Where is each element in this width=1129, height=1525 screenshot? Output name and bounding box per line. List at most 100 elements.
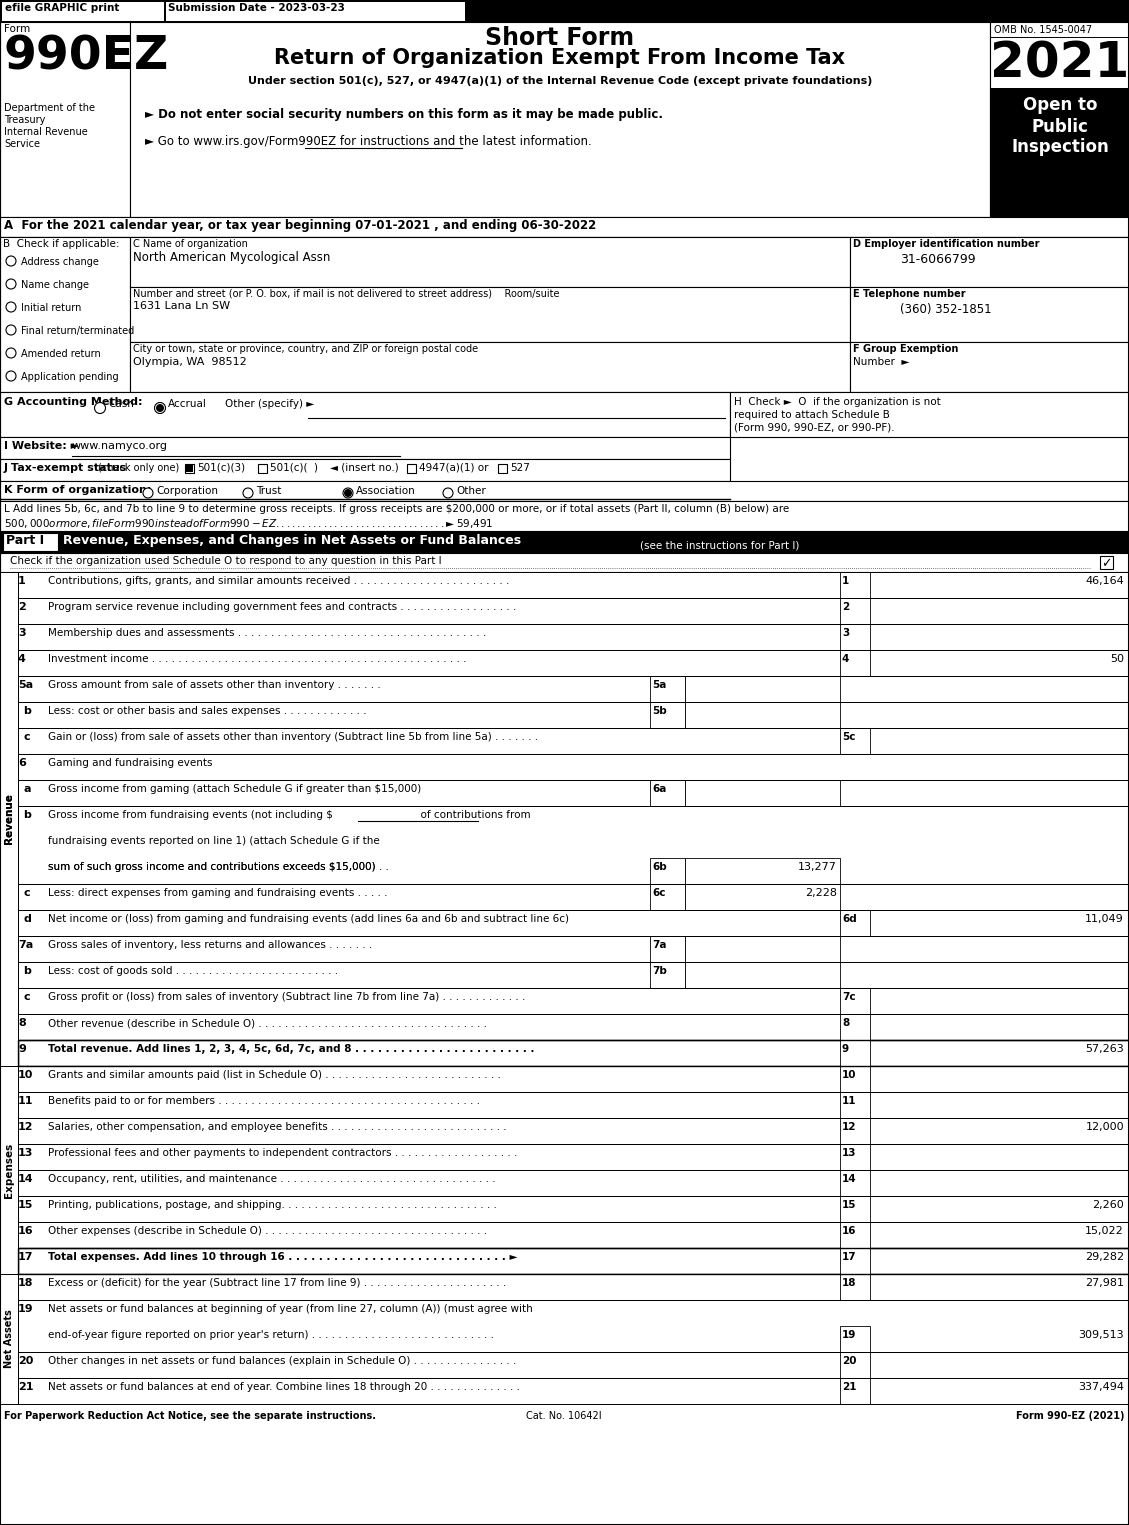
Circle shape (6, 256, 16, 265)
Text: fundraising events reported on line 1) (attach Schedule G if the: fundraising events reported on line 1) (… (49, 836, 379, 846)
Text: 27,981: 27,981 (1085, 1278, 1124, 1289)
Bar (18, 1014, 1129, 1040)
Text: 21: 21 (842, 1382, 857, 1392)
Text: 57,263: 57,263 (1085, 1045, 1124, 1054)
Text: Form 990-EZ (2021): Form 990-EZ (2021) (1016, 1411, 1124, 1421)
Text: (Form 990, 990-EZ, or 990-PF).: (Form 990, 990-EZ, or 990-PF). (734, 422, 894, 433)
Bar (650, 884, 685, 910)
Text: Total revenue. Add lines 1, 2, 3, 4, 5c, 6d, 7c, and 8 . . . . . . . . . . . . .: Total revenue. Add lines 1, 2, 3, 4, 5c,… (49, 1045, 534, 1054)
Bar (0, 392, 730, 438)
Bar (685, 702, 840, 727)
Text: (check only one): (check only one) (98, 464, 180, 473)
Bar (990, 88, 1129, 217)
Text: Excess or (deficit) for the year (Subtract line 17 from line 9) . . . . . . . . : Excess or (deficit) for the year (Subtra… (49, 1278, 506, 1289)
Circle shape (6, 348, 16, 358)
Text: 3: 3 (18, 628, 26, 637)
Bar (18, 676, 1129, 702)
Text: Form: Form (5, 24, 30, 34)
Text: Other expenses (describe in Schedule O) . . . . . . . . . . . . . . . . . . . . : Other expenses (describe in Schedule O) … (49, 1226, 487, 1235)
Bar (840, 807, 1129, 884)
Bar (0, 1273, 18, 1405)
Text: Public: Public (1032, 117, 1088, 136)
Text: 11: 11 (18, 1096, 34, 1106)
Text: (360) 352-1851: (360) 352-1851 (900, 303, 991, 316)
Text: ► Do not enter social security numbers on this form as it may be made public.: ► Do not enter social security numbers o… (145, 108, 663, 120)
Bar (18, 1299, 1129, 1353)
Bar (840, 1273, 870, 1299)
Bar (186, 465, 193, 473)
Text: 15: 15 (842, 1200, 857, 1209)
Text: OMB No. 1545-0047: OMB No. 1545-0047 (994, 24, 1092, 35)
Text: Net assets or fund balances at beginning of year (from line 27, column (A)) (mus: Net assets or fund balances at beginning… (49, 1304, 533, 1315)
Bar (0, 21, 130, 217)
Text: d: d (23, 913, 30, 924)
Bar (130, 342, 850, 392)
Text: E Telephone number: E Telephone number (854, 290, 965, 299)
Bar (850, 342, 1129, 392)
Bar (650, 676, 685, 702)
Bar (0, 502, 1129, 531)
Text: Revenue: Revenue (5, 793, 14, 845)
Text: 50: 50 (1110, 654, 1124, 663)
Text: Check if the organization used Schedule O to respond to any question in this Par: Check if the organization used Schedule … (10, 557, 441, 566)
Text: 6: 6 (18, 758, 26, 769)
Bar (0, 438, 730, 459)
Text: 29,282: 29,282 (1085, 1252, 1124, 1263)
Bar (18, 1353, 1129, 1379)
Text: www.namyco.org: www.namyco.org (72, 441, 168, 451)
Text: 14: 14 (842, 1174, 857, 1183)
Text: 15: 15 (18, 1200, 34, 1209)
Text: 7a: 7a (653, 939, 666, 950)
Bar (18, 1247, 1129, 1273)
Bar (18, 1066, 1129, 1092)
Circle shape (6, 302, 16, 313)
Text: Investment income . . . . . . . . . . . . . . . . . . . . . . . . . . . . . . . : Investment income . . . . . . . . . . . … (49, 654, 466, 663)
Circle shape (443, 488, 453, 499)
Text: 2: 2 (842, 602, 849, 612)
Text: Gain or (loss) from sale of assets other than inventory (Subtract line 5b from l: Gain or (loss) from sale of assets other… (49, 732, 539, 743)
Bar (18, 624, 1129, 650)
Text: North American Mycological Assn: North American Mycological Assn (133, 252, 331, 264)
Circle shape (6, 325, 16, 336)
Bar (18, 1222, 1129, 1247)
Bar (840, 702, 1129, 727)
Bar (18, 598, 1129, 624)
Text: Cash: Cash (108, 400, 134, 409)
Text: Number and street (or P. O. box, if mail is not delivered to street address)    : Number and street (or P. O. box, if mail… (133, 290, 560, 299)
Text: Gross sales of inventory, less returns and allowances . . . . . . .: Gross sales of inventory, less returns a… (49, 939, 373, 950)
Text: 11: 11 (842, 1096, 857, 1106)
Text: Net Assets: Net Assets (5, 1310, 14, 1368)
Bar (406, 464, 415, 473)
Text: Gross profit or (loss) from sales of inventory (Subtract line 7b from line 7a) .: Gross profit or (loss) from sales of inv… (49, 991, 525, 1002)
Bar (840, 572, 870, 598)
Text: Revenue, Expenses, and Changes in Net Assets or Fund Balances: Revenue, Expenses, and Changes in Net As… (63, 534, 522, 547)
Text: Net income or (loss) from gaming and fundraising events (add lines 6a and 6b and: Net income or (loss) from gaming and fun… (49, 913, 569, 924)
Text: Internal Revenue: Internal Revenue (5, 127, 88, 137)
Text: Printing, publications, postage, and shipping. . . . . . . . . . . . . . . . . .: Printing, publications, postage, and shi… (49, 1200, 497, 1209)
Text: Inspection: Inspection (1012, 137, 1109, 156)
Text: 13,277: 13,277 (798, 862, 837, 872)
Bar (840, 936, 1129, 962)
Text: 17: 17 (18, 1252, 34, 1263)
Text: 15,022: 15,022 (1085, 1226, 1124, 1235)
Bar (18, 650, 1129, 676)
Circle shape (143, 488, 154, 499)
Bar (130, 287, 850, 342)
Bar (18, 1299, 1129, 1353)
Bar (18, 1273, 1129, 1299)
Bar (498, 464, 507, 473)
Text: C Name of organization: C Name of organization (133, 239, 248, 249)
Text: Less: cost of goods sold . . . . . . . . . . . . . . . . . . . . . . . . .: Less: cost of goods sold . . . . . . . .… (49, 965, 338, 976)
Bar (18, 962, 1129, 988)
Text: Expenses: Expenses (5, 1142, 14, 1197)
Circle shape (95, 403, 105, 413)
Text: Revenue: Revenue (5, 793, 14, 845)
Bar (18, 1092, 1129, 1118)
Text: Gaming and fundraising events: Gaming and fundraising events (49, 758, 212, 769)
Text: 16: 16 (842, 1226, 857, 1235)
Text: b: b (23, 965, 30, 976)
Bar (840, 1222, 870, 1247)
Bar (18, 702, 1129, 727)
Text: Name change: Name change (21, 281, 89, 290)
Bar (0, 217, 1129, 236)
